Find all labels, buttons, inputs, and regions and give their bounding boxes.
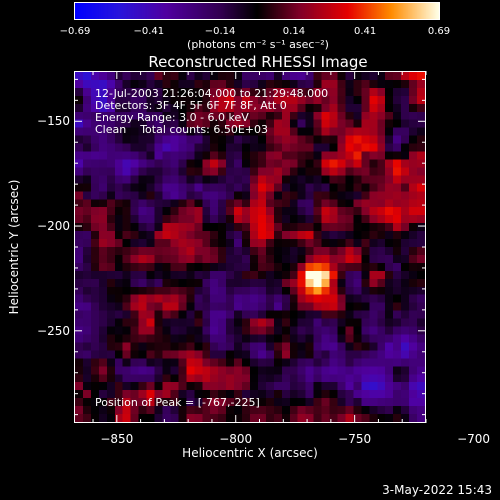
y-tick-label: −200 — [37, 219, 70, 234]
annotation-time: 12-Jul-2003 21:26:04.000 to 21:29:48.000 — [95, 87, 329, 100]
colorbar-tick-label: 0.69 — [427, 26, 451, 37]
colorbar-tick-label: −0.69 — [59, 26, 91, 37]
x-tick-label: −800 — [219, 432, 253, 446]
annotation-clean: Clean Total counts: 6.50E+03 — [95, 123, 269, 136]
colorbar-tick-label: 0.41 — [354, 26, 377, 37]
colorbar-tick-label: 0.14 — [282, 26, 306, 37]
plot-title: Reconstructed RHESSI Image — [148, 53, 368, 71]
annotation-energy: Energy Range: 3.0 - 6.0 keV — [95, 111, 249, 124]
colorbar-units: (photons cm⁻² s⁻¹ asec⁻²) — [187, 38, 329, 51]
annotation-detectors: Detectors: 3F 4F 5F 6F 7F 8F, Att 0 — [95, 99, 287, 112]
x-tick-label: −700 — [457, 432, 491, 446]
x-tick-label: −850 — [100, 432, 134, 446]
x-tick-label: −750 — [338, 432, 372, 446]
colorbar-tick-label: −0.41 — [133, 26, 165, 37]
timestamp: 3-May-2022 15:43 — [382, 483, 492, 497]
plot-area: 12-Jul-2003 21:26:04.000 to 21:29:48.000… — [74, 71, 426, 423]
colorbar-tick-label: −0.14 — [204, 26, 236, 37]
y-tick-label: −250 — [37, 323, 70, 338]
heatmap-image — [75, 72, 425, 422]
y-axis-label: Heliocentric Y (arcsec) — [7, 179, 21, 315]
colorbar — [74, 2, 440, 20]
y-tick-label: −150 — [37, 114, 70, 129]
annotation-peak: Position of Peak = [-767,-225] — [95, 396, 260, 409]
x-axis-label: Heliocentric X (arcsec) — [182, 446, 318, 460]
